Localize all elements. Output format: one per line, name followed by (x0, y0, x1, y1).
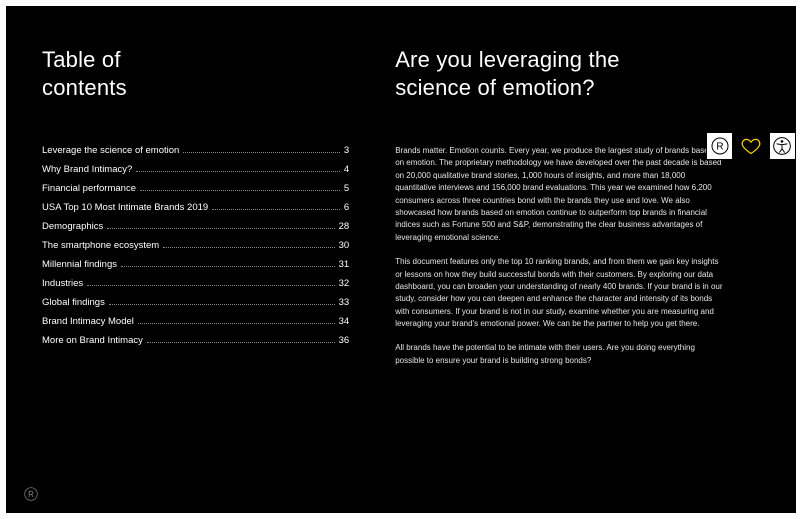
toc-title: Table of contents (42, 46, 349, 101)
toc-column: Table of contents Leverage the science o… (6, 6, 385, 513)
toc-item-page: 34 (339, 316, 350, 327)
toc-item-page: 3 (344, 145, 349, 156)
toc-item-label: Leverage the science of emotion (42, 145, 179, 156)
toc-item-label: Brand Intimacy Model (42, 316, 134, 327)
toc-item[interactable]: More on Brand Intimacy 36 (42, 335, 349, 346)
toc-leader-dots (107, 228, 334, 229)
toc-leader-dots (87, 285, 334, 286)
toc-leader-dots (212, 209, 340, 210)
body-text: Brands matter. Emotion counts. Every yea… (395, 145, 724, 367)
toc-list: Leverage the science of emotion 3 Why Bran… (42, 145, 349, 346)
registered-square-icon[interactable]: R (706, 132, 733, 160)
toc-item[interactable]: Leverage the science of emotion 3 (42, 145, 349, 156)
toc-leader-dots (147, 342, 335, 343)
toc-item-page: 6 (344, 202, 349, 213)
toc-item[interactable]: The smartphone ecosystem 30 (42, 240, 349, 251)
toc-leader-dots (121, 266, 335, 267)
toc-leader-dots (136, 171, 340, 172)
toc-leader-dots (140, 190, 340, 191)
svg-text:R: R (28, 490, 34, 499)
accessibility-icon[interactable] (769, 132, 796, 160)
toc-item-page: 4 (344, 164, 349, 175)
toc-item-label: Industries (42, 278, 83, 289)
toc-item[interactable]: Why Brand Intimacy? 4 (42, 164, 349, 175)
content-title: Are you leveraging the science of emotio… (395, 46, 724, 101)
content-title-line1: Are you leveraging the (395, 47, 620, 72)
toc-item-page: 31 (339, 259, 350, 270)
toc-leader-dots (183, 152, 340, 153)
toc-item[interactable]: Brand Intimacy Model 34 (42, 316, 349, 327)
toc-item[interactable]: Global findings 33 (42, 297, 349, 308)
svg-text:R: R (716, 142, 723, 153)
toc-item[interactable]: Industries 32 (42, 278, 349, 289)
toc-item-label: Millennial findings (42, 259, 117, 270)
toc-item-label: Financial performance (42, 183, 136, 194)
toc-item[interactable]: Demographics 28 (42, 221, 349, 232)
toc-item-page: 30 (339, 240, 350, 251)
content-column: Are you leveraging the science of emotio… (385, 6, 796, 513)
registered-mark-icon: R (24, 487, 38, 501)
toc-item-label: Why Brand Intimacy? (42, 164, 132, 175)
toc-item-label: More on Brand Intimacy (42, 335, 143, 346)
toc-item-page: 36 (339, 335, 350, 346)
toc-item[interactable]: Millennial findings 31 (42, 259, 349, 270)
toc-item[interactable]: USA Top 10 Most Intimate Brands 2019 6 (42, 202, 349, 213)
toc-item-label: Demographics (42, 221, 103, 232)
toc-item-page: 28 (339, 221, 350, 232)
toc-title-line1: Table of (42, 47, 121, 72)
toc-item-label: Global findings (42, 297, 105, 308)
toc-leader-dots (163, 247, 334, 248)
toc-item-page: 32 (339, 278, 350, 289)
toc-item[interactable]: Financial performance 5 (42, 183, 349, 194)
side-icon-column: R (706, 132, 796, 160)
toc-leader-dots (109, 304, 335, 305)
heart-icon[interactable] (737, 132, 764, 160)
document-spread: Table of contents Leverage the science o… (6, 6, 796, 513)
toc-item-page: 5 (344, 183, 349, 194)
toc-item-label: USA Top 10 Most Intimate Brands 2019 (42, 202, 208, 213)
content-title-line2: science of emotion? (395, 75, 594, 100)
toc-leader-dots (138, 323, 335, 324)
body-paragraph: Brands matter. Emotion counts. Every yea… (395, 145, 724, 244)
toc-title-line2: contents (42, 75, 127, 100)
toc-item-label: The smartphone ecosystem (42, 240, 159, 251)
body-paragraph: This document features only the top 10 r… (395, 256, 724, 330)
body-paragraph: All brands have the potential to be inti… (395, 342, 724, 367)
toc-item-page: 33 (339, 297, 350, 308)
